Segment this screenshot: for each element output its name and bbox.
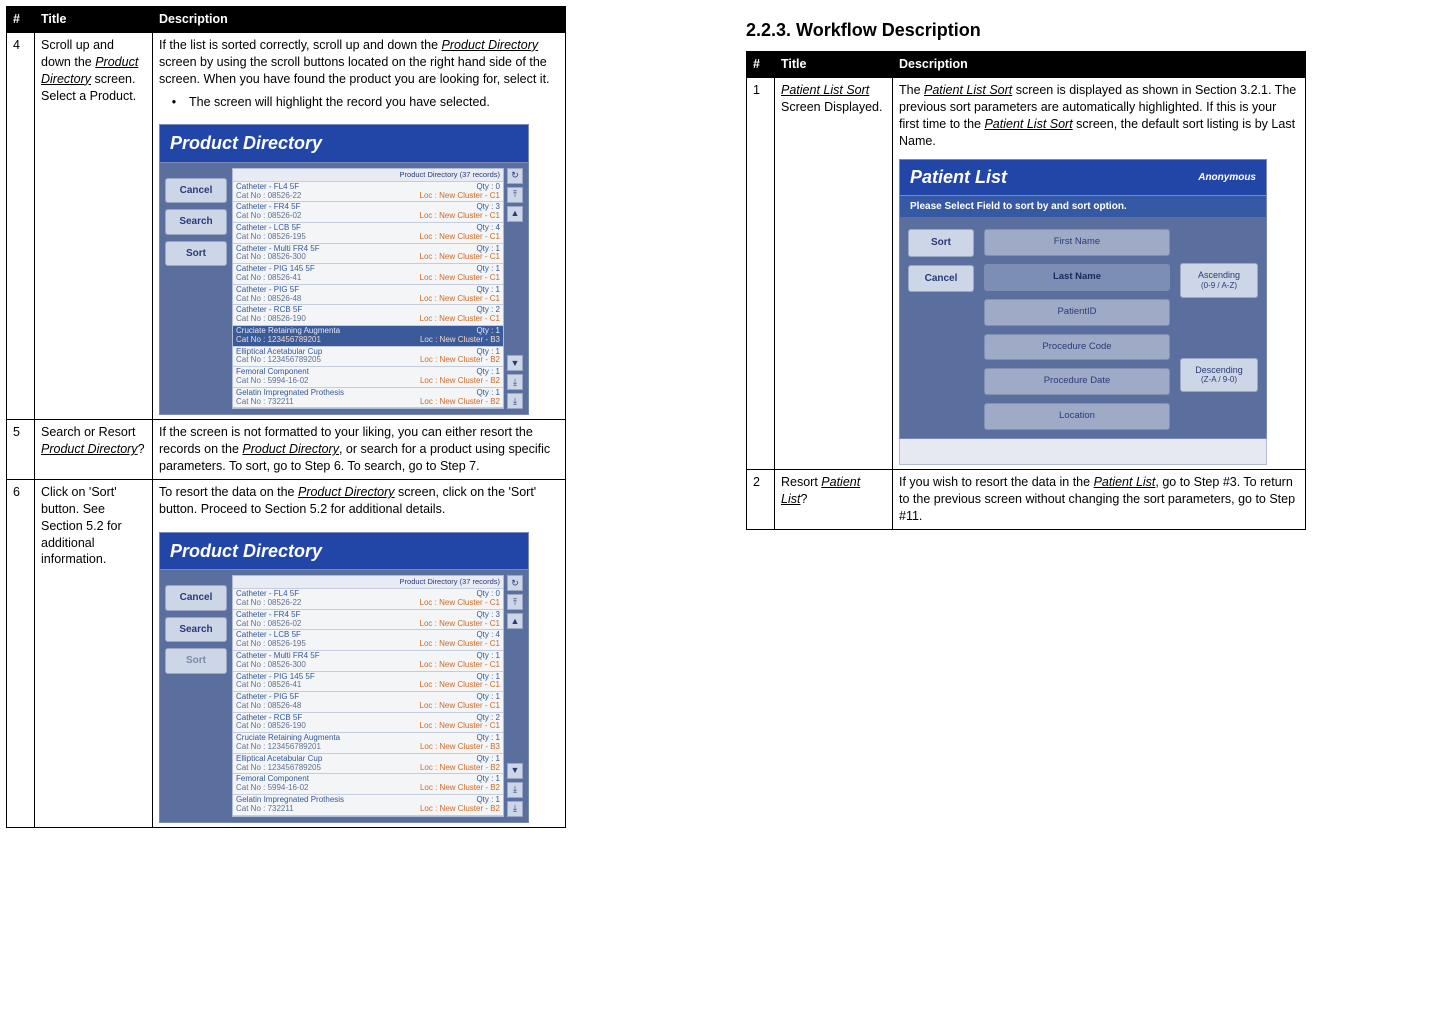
- sort-option[interactable]: Procedure Date: [984, 368, 1170, 395]
- step-title: Patient List Sort Screen Displayed.: [775, 77, 893, 469]
- list-item[interactable]: Catheter - RCB 5FQty : 2Cat No : 08526-1…: [233, 305, 503, 326]
- list-item[interactable]: Catheter - Multi FR4 5FQty : 1Cat No : 0…: [233, 651, 503, 672]
- list-item[interactable]: Gelatin Impregnated ProthesisQty : 1Cat …: [233, 795, 503, 816]
- scroll-down-icon[interactable]: ▼: [507, 763, 523, 779]
- list-item[interactable]: Catheter - PIG 5FQty : 1Cat No : 08526-4…: [233, 692, 503, 713]
- right-workflow-table: # Title Description 1 Patient List Sort …: [746, 51, 1306, 530]
- refresh-icon[interactable]: ↻: [507, 575, 523, 591]
- step-num: 1: [747, 77, 775, 469]
- ascending-button[interactable]: Ascending (0-9 / A-Z): [1180, 263, 1258, 297]
- left-workflow-table: # Title Description 4 Scroll up and down…: [6, 6, 566, 828]
- product-directory-screenshot: Product Directory Cancel Search Sort Pro…: [159, 124, 529, 415]
- search-button[interactable]: Search: [165, 209, 227, 235]
- list-item[interactable]: Catheter - FL4 5FQty : 0Cat No : 08526-2…: [233, 589, 503, 610]
- scroll-pgdn-icon[interactable]: ⤓: [507, 782, 523, 798]
- step-title: Search or Resort Product Directory?: [35, 420, 153, 480]
- pd-title: Product Directory: [159, 532, 529, 569]
- table-row: 5 Search or Resort Product Directory? If…: [7, 420, 566, 480]
- col-header-title: Title: [35, 7, 153, 33]
- pl-footer: [899, 439, 1267, 465]
- sort-option[interactable]: First Name: [984, 229, 1170, 256]
- list-item[interactable]: Gelatin Impregnated ProthesisQty : 1Cat …: [233, 388, 503, 409]
- section-heading: 2.2.3. Workflow Description: [746, 20, 1306, 41]
- sort-option[interactable]: Location: [984, 403, 1170, 430]
- pd-list[interactable]: Product Directory (37 records) Catheter …: [232, 168, 504, 410]
- list-item[interactable]: Catheter - Multi FR4 5FQty : 1Cat No : 0…: [233, 244, 503, 265]
- anonymous-label: Anonymous: [1198, 171, 1256, 185]
- step-num: 5: [7, 420, 35, 480]
- step-desc: If the screen is not formatted to your l…: [153, 420, 566, 480]
- sort-option[interactable]: Last Name: [984, 264, 1170, 291]
- step-desc: The Patient List Sort screen is displaye…: [893, 77, 1306, 469]
- pd-title: Product Directory: [159, 124, 529, 161]
- list-item[interactable]: Catheter - FR4 5FQty : 3Cat No : 08526-0…: [233, 610, 503, 631]
- bullet-text: The screen will highlight the record you…: [189, 94, 559, 111]
- sort-option[interactable]: PatientID: [984, 299, 1170, 326]
- pd-count-label: Product Directory (37 records): [233, 576, 503, 589]
- list-item[interactable]: Catheter - PIG 145 5FQty : 1Cat No : 085…: [233, 264, 503, 285]
- bullet-icon: •: [159, 94, 189, 111]
- scroll-end-icon[interactable]: ⤓: [507, 393, 523, 409]
- table-row: 6 Click on 'Sort' button. See Section 5.…: [7, 479, 566, 827]
- pd-list[interactable]: Product Directory (37 records) Catheter …: [232, 575, 504, 817]
- sort-button[interactable]: Sort: [165, 241, 227, 267]
- list-item[interactable]: Cruciate Retaining AugmentaQty : 1Cat No…: [233, 733, 503, 754]
- step-num: 2: [747, 470, 775, 530]
- scroll-pgdn-icon[interactable]: ⤓: [507, 374, 523, 390]
- step-desc: If the list is sorted correctly, scroll …: [153, 32, 566, 419]
- table-row: 2 Resort Patient List? If you wish to re…: [747, 470, 1306, 530]
- table-row: 1 Patient List Sort Screen Displayed. Th…: [747, 77, 1306, 469]
- list-item[interactable]: Cruciate Retaining AugmentaQty : 1Cat No…: [233, 326, 503, 347]
- list-item[interactable]: Femoral ComponentQty : 1Cat No : 5994-16…: [233, 774, 503, 795]
- col-header-desc: Description: [893, 52, 1306, 78]
- scroll-top-icon[interactable]: ⤒: [507, 187, 523, 203]
- list-item[interactable]: Catheter - FL4 5FQty : 0Cat No : 08526-2…: [233, 182, 503, 203]
- scroll-up-icon[interactable]: ▲: [507, 206, 523, 222]
- scroll-end-icon[interactable]: ⤓: [507, 801, 523, 817]
- pl-title: Patient List: [910, 165, 1007, 189]
- cancel-button[interactable]: Cancel: [165, 585, 227, 611]
- list-item[interactable]: Elliptical Acetabular CupQty : 1Cat No :…: [233, 754, 503, 775]
- descending-button[interactable]: Descending (Z-A / 9-0): [1180, 358, 1258, 392]
- search-button[interactable]: Search: [165, 617, 227, 643]
- scroll-top-icon[interactable]: ⤒: [507, 594, 523, 610]
- list-item[interactable]: Catheter - PIG 5FQty : 1Cat No : 08526-4…: [233, 285, 503, 306]
- cancel-button[interactable]: Cancel: [908, 265, 974, 293]
- list-item[interactable]: Catheter - LCB 5FQty : 4Cat No : 08526-1…: [233, 630, 503, 651]
- pd-scrollbar[interactable]: ↻ ⤒ ▲ ▼ ⤓ ⤓: [507, 575, 523, 817]
- list-item[interactable]: Catheter - RCB 5FQty : 2Cat No : 08526-1…: [233, 713, 503, 734]
- cancel-button[interactable]: Cancel: [165, 178, 227, 204]
- patient-list-screenshot: Patient List Anonymous Please Select Fie…: [899, 159, 1267, 465]
- sort-option[interactable]: Procedure Code: [984, 334, 1170, 361]
- col-header-desc: Description: [153, 7, 566, 33]
- step-desc: If you wish to resort the data in the Pa…: [893, 470, 1306, 530]
- list-item[interactable]: Catheter - LCB 5FQty : 4Cat No : 08526-1…: [233, 223, 503, 244]
- pl-instruction: Please Select Field to sort by and sort …: [899, 196, 1267, 218]
- right-column: 2.2.3. Workflow Description # Title Desc…: [746, 6, 1306, 828]
- step-title: Resort Patient List?: [775, 470, 893, 530]
- list-item[interactable]: Elliptical Acetabular CupQty : 1Cat No :…: [233, 347, 503, 368]
- refresh-icon[interactable]: ↻: [507, 168, 523, 184]
- sort-button[interactable]: Sort: [908, 229, 974, 257]
- list-item[interactable]: Catheter - PIG 145 5FQty : 1Cat No : 085…: [233, 672, 503, 693]
- step-title: Click on 'Sort' button. See Section 5.2 …: [35, 479, 153, 827]
- step-title: Scroll up and down the Product Directory…: [35, 32, 153, 419]
- step-num: 6: [7, 479, 35, 827]
- product-directory-screenshot-2: Product Directory Cancel Search Sort Pro…: [159, 532, 529, 823]
- col-header-title: Title: [775, 52, 893, 78]
- list-item[interactable]: Femoral ComponentQty : 1Cat No : 5994-16…: [233, 367, 503, 388]
- sort-button[interactable]: Sort: [165, 648, 227, 674]
- table-row: 4 Scroll up and down the Product Directo…: [7, 32, 566, 419]
- scroll-down-icon[interactable]: ▼: [507, 355, 523, 371]
- step-num: 4: [7, 32, 35, 419]
- pd-scrollbar[interactable]: ↻ ⤒ ▲ ▼ ⤓ ⤓: [507, 168, 523, 410]
- col-header-num: #: [747, 52, 775, 78]
- step-desc: To resort the data on the Product Direct…: [153, 479, 566, 827]
- scroll-up-icon[interactable]: ▲: [507, 613, 523, 629]
- pd-count-label: Product Directory (37 records): [233, 169, 503, 182]
- left-column: # Title Description 4 Scroll up and down…: [6, 6, 566, 828]
- col-header-num: #: [7, 7, 35, 33]
- list-item[interactable]: Catheter - FR4 5FQty : 3Cat No : 08526-0…: [233, 202, 503, 223]
